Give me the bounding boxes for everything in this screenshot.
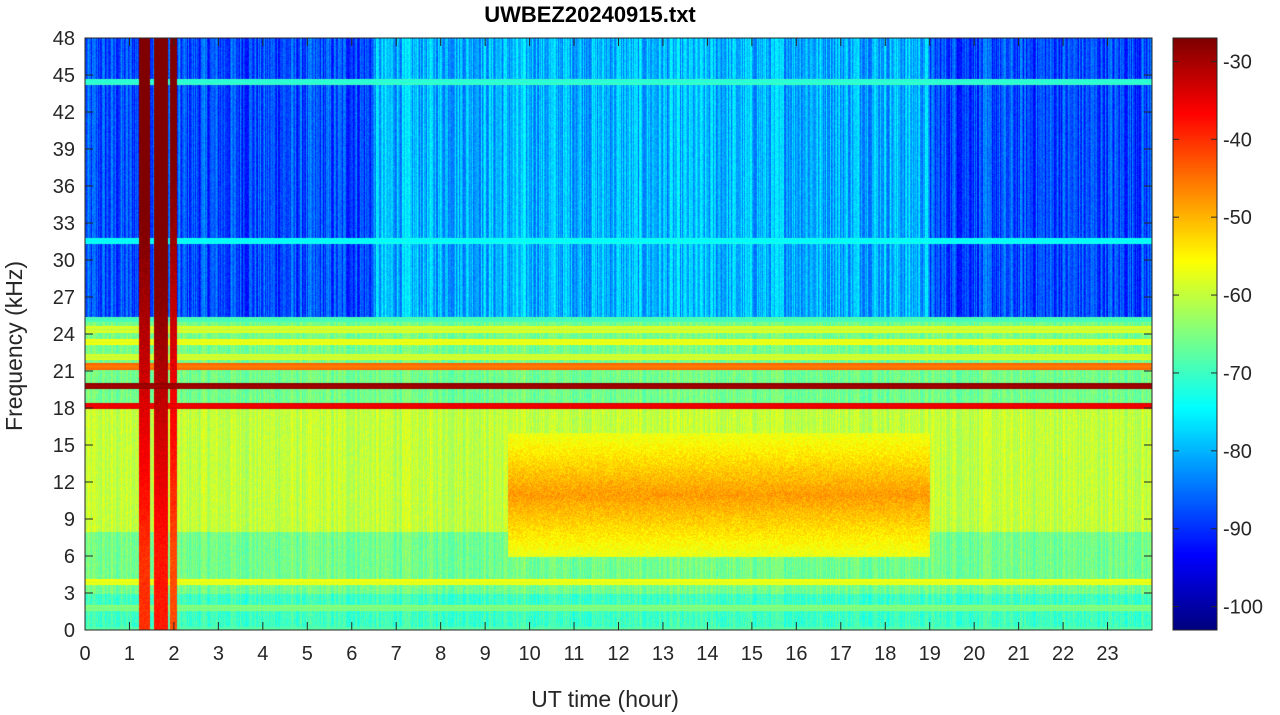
y-tick-label: 12: [53, 472, 75, 494]
x-tick-label: 13: [652, 643, 674, 665]
y-tick-label: 27: [53, 287, 75, 309]
y-tick-label: 9: [64, 509, 75, 531]
x-tick-label: 21: [1008, 643, 1030, 665]
colorbar-tick-label: -60: [1223, 285, 1252, 307]
y-tick-label: 15: [53, 435, 75, 457]
x-tick-label: 19: [919, 643, 941, 665]
x-tick-label: 0: [79, 643, 90, 665]
x-tick-label: 10: [518, 643, 540, 665]
y-tick-label: 45: [53, 65, 75, 87]
colorbar-ticks: -100 -90 -80 -70 -60 -50 -40 -30: [1173, 51, 1263, 619]
chart-title: UWBEZ20240915.txt: [484, 2, 696, 27]
y-tick-label: 39: [53, 139, 75, 161]
heatmap-image: [85, 38, 1152, 630]
plot-area: [84, 37, 1153, 631]
colorbar-tick-label: -50: [1223, 207, 1252, 229]
x-axis-title: UT time (hour): [531, 686, 679, 712]
colorbar-tick-label: -30: [1223, 51, 1252, 73]
y-tick-label: 18: [53, 398, 75, 420]
x-tick-label: 11: [564, 643, 585, 665]
x-tick-label: 6: [346, 643, 357, 665]
colorbar: -100 -90 -80 -70 -60 -50 -40 -30: [1172, 37, 1263, 631]
x-tick-label: 14: [696, 643, 718, 665]
x-tick-label: 1: [124, 643, 135, 665]
x-tick-label: 7: [391, 643, 402, 665]
x-tick-label: 3: [213, 643, 224, 665]
y-tick-label: 0: [64, 620, 75, 642]
colorbar-tick-label: -70: [1223, 363, 1252, 385]
colorbar-frame: [1172, 37, 1218, 631]
x-tick-label: 18: [874, 643, 896, 665]
x-tick-label: 12: [607, 643, 629, 665]
x-tick-label: 15: [741, 643, 763, 665]
y-tick-label: 36: [53, 176, 75, 198]
y-axis-title: Frequency (kHz): [1, 261, 27, 431]
x-tick-label: 20: [963, 643, 985, 665]
x-tick-label: 4: [257, 643, 268, 665]
x-tick-label: 17: [830, 643, 852, 665]
y-tick-label: 21: [53, 361, 75, 383]
x-tick-label: 16: [785, 643, 807, 665]
y-tick-label: 42: [53, 102, 75, 124]
colorbar-gradient: [1173, 38, 1217, 630]
y-tick-label: 30: [53, 250, 75, 272]
y-tick-label: 3: [64, 583, 75, 605]
x-tick-label: 23: [1096, 643, 1118, 665]
x-tick-label: 5: [302, 643, 313, 665]
colorbar-tick-label: -90: [1223, 519, 1252, 541]
x-tick-label: 8: [435, 643, 446, 665]
y-tick-label: 48: [53, 28, 75, 50]
colorbar-tick-label: -40: [1223, 129, 1252, 151]
y-tick-label: 24: [53, 324, 75, 346]
y-tick-label: 6: [64, 546, 75, 568]
colorbar-tick-label: -100: [1223, 597, 1263, 619]
x-tick-label: 9: [480, 643, 491, 665]
x-tick-label: 22: [1052, 643, 1074, 665]
x-tick-label: 2: [168, 643, 179, 665]
colorbar-tick-label: -80: [1223, 441, 1252, 463]
x-axis-ticks: 0 1 2 3 4 5 6 7 8 9 10 11 12 13 14 15 16 17 18 19 20 21 22 23: [79, 38, 1119, 665]
y-tick-label: 33: [53, 213, 75, 235]
